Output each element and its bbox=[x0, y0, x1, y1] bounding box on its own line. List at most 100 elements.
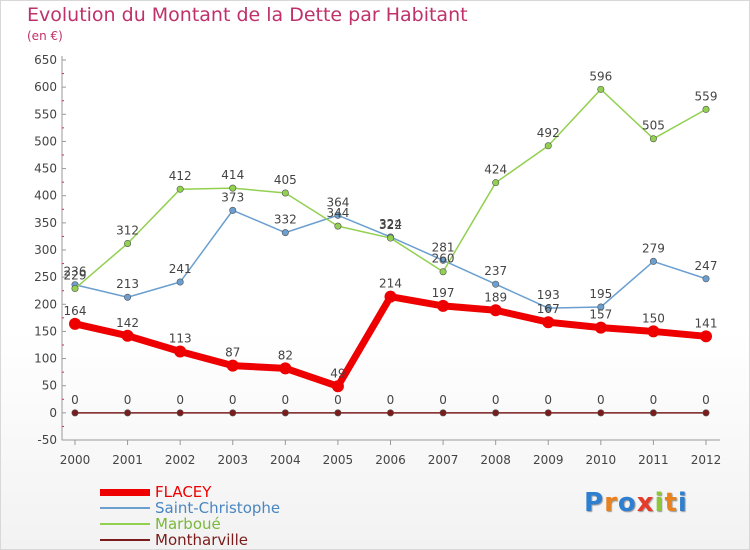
logo-letter: i bbox=[654, 488, 665, 518]
data-point-marbou- bbox=[492, 179, 500, 187]
y-tick-label: 450 bbox=[34, 162, 57, 176]
x-tick-label: 2005 bbox=[323, 453, 354, 467]
data-label-flacey: 142 bbox=[116, 316, 139, 330]
data-point-montharville bbox=[702, 409, 710, 417]
data-point-montharville bbox=[386, 409, 394, 417]
data-point-montharville bbox=[71, 409, 79, 417]
data-point-flacey bbox=[647, 325, 660, 338]
x-tick-label: 2012 bbox=[691, 453, 722, 467]
data-label-saint-christophe: 213 bbox=[116, 277, 139, 291]
data-point-saint-christophe bbox=[229, 206, 237, 214]
data-point-marbou- bbox=[649, 135, 657, 143]
data-label-flacey: 164 bbox=[64, 304, 87, 318]
data-label-flacey: 113 bbox=[169, 332, 192, 346]
y-tick-label: 400 bbox=[34, 189, 57, 203]
data-point-flacey bbox=[700, 330, 712, 343]
x-tick-label: 2000 bbox=[60, 453, 91, 467]
data-point-saint-christophe bbox=[597, 303, 605, 311]
data-label-marbou-: 322 bbox=[379, 218, 402, 232]
data-point-marbou- bbox=[597, 85, 605, 93]
x-tick-label: 2009 bbox=[533, 453, 564, 467]
y-tick-label: 500 bbox=[34, 134, 57, 148]
data-label-saint-christophe: 247 bbox=[695, 259, 718, 273]
data-label-saint-christophe: 281 bbox=[432, 240, 455, 254]
data-point-montharville bbox=[229, 409, 237, 417]
data-point-saint-christophe bbox=[544, 304, 552, 312]
logo-letter: i bbox=[677, 488, 688, 518]
data-point-montharville bbox=[439, 409, 447, 417]
data-label-saint-christophe: 364 bbox=[326, 195, 349, 209]
data-label-marbou-: 505 bbox=[642, 119, 665, 133]
logo-letter: P bbox=[584, 488, 605, 518]
legend-label: Marboué bbox=[155, 515, 221, 533]
proxiti-logo: Proxiti bbox=[584, 488, 688, 518]
data-point-marbou- bbox=[71, 285, 79, 293]
data-label-saint-christophe: 195 bbox=[589, 287, 612, 301]
data-label-flacey: 82 bbox=[278, 348, 293, 362]
data-label-marbou-: 312 bbox=[116, 223, 139, 237]
data-label-saint-christophe: 332 bbox=[274, 213, 297, 227]
data-point-montharville bbox=[597, 409, 605, 417]
data-label-saint-christophe: 193 bbox=[537, 288, 560, 302]
data-point-flacey bbox=[437, 299, 450, 312]
data-label-marbou-: 414 bbox=[221, 168, 244, 182]
y-tick-label: 550 bbox=[34, 107, 57, 121]
x-tick-label: 2001 bbox=[112, 453, 143, 467]
data-point-marbou- bbox=[386, 234, 394, 242]
data-point-flacey bbox=[226, 359, 239, 372]
data-point-marbou- bbox=[229, 184, 237, 192]
x-tick-label: 2007 bbox=[428, 453, 459, 467]
x-tick-label: 2004 bbox=[270, 453, 301, 467]
data-label-marbou-: 559 bbox=[695, 89, 718, 103]
data-point-montharville bbox=[176, 409, 184, 417]
data-label-montharville: 0 bbox=[387, 393, 395, 407]
chart-title: Evolution du Montant de la Dette par Hab… bbox=[27, 4, 468, 26]
data-label-montharville: 0 bbox=[702, 393, 710, 407]
data-label-marbou-: 229 bbox=[64, 269, 87, 283]
data-point-saint-christophe bbox=[649, 257, 657, 265]
data-label-flacey: 141 bbox=[695, 316, 718, 330]
series-line-marbou- bbox=[74, 88, 707, 290]
data-label-marbou-: 260 bbox=[432, 252, 455, 266]
x-tick-label: 2011 bbox=[638, 453, 669, 467]
data-point-flacey bbox=[279, 362, 292, 375]
data-label-montharville: 0 bbox=[229, 393, 237, 407]
data-point-flacey bbox=[174, 345, 187, 358]
data-label-marbou-: 424 bbox=[484, 163, 507, 177]
data-point-saint-christophe bbox=[439, 256, 447, 264]
data-label-saint-christophe: 241 bbox=[169, 262, 192, 276]
x-tick-label: 2008 bbox=[480, 453, 511, 467]
legend-swatch bbox=[100, 539, 150, 541]
data-label-montharville: 0 bbox=[334, 393, 342, 407]
data-point-marbou- bbox=[544, 142, 552, 150]
data-label-flacey: 150 bbox=[642, 311, 665, 325]
data-label-montharville: 0 bbox=[439, 393, 447, 407]
data-point-flacey bbox=[331, 380, 344, 393]
data-point-flacey bbox=[69, 317, 81, 330]
logo-letter: x bbox=[636, 488, 655, 518]
x-tick-label: 2006 bbox=[375, 453, 406, 467]
data-point-montharville bbox=[124, 409, 132, 417]
data-point-saint-christophe bbox=[702, 275, 710, 283]
y-tick-label: 100 bbox=[34, 352, 57, 366]
data-point-saint-christophe bbox=[124, 293, 132, 301]
legend-swatch bbox=[100, 507, 150, 509]
data-point-montharville bbox=[334, 409, 342, 417]
logo-letter: o bbox=[617, 488, 637, 518]
data-label-marbou-: 596 bbox=[589, 69, 612, 83]
data-label-flacey: 157 bbox=[589, 308, 612, 322]
y-tick-label: 200 bbox=[34, 297, 57, 311]
data-point-saint-christophe bbox=[281, 229, 289, 237]
data-label-marbou-: 492 bbox=[537, 126, 560, 140]
data-point-flacey bbox=[594, 321, 607, 334]
data-label-montharville: 0 bbox=[176, 393, 184, 407]
data-label-montharville: 0 bbox=[71, 393, 79, 407]
legend-label: Montharville bbox=[155, 531, 248, 549]
y-tick-label: 650 bbox=[34, 53, 57, 67]
data-point-saint-christophe bbox=[176, 278, 184, 286]
data-point-marbou- bbox=[334, 222, 342, 230]
x-tick-label: 2002 bbox=[165, 453, 196, 467]
legend-label: Saint-Christophe bbox=[155, 499, 281, 517]
data-label-montharville: 0 bbox=[544, 393, 552, 407]
